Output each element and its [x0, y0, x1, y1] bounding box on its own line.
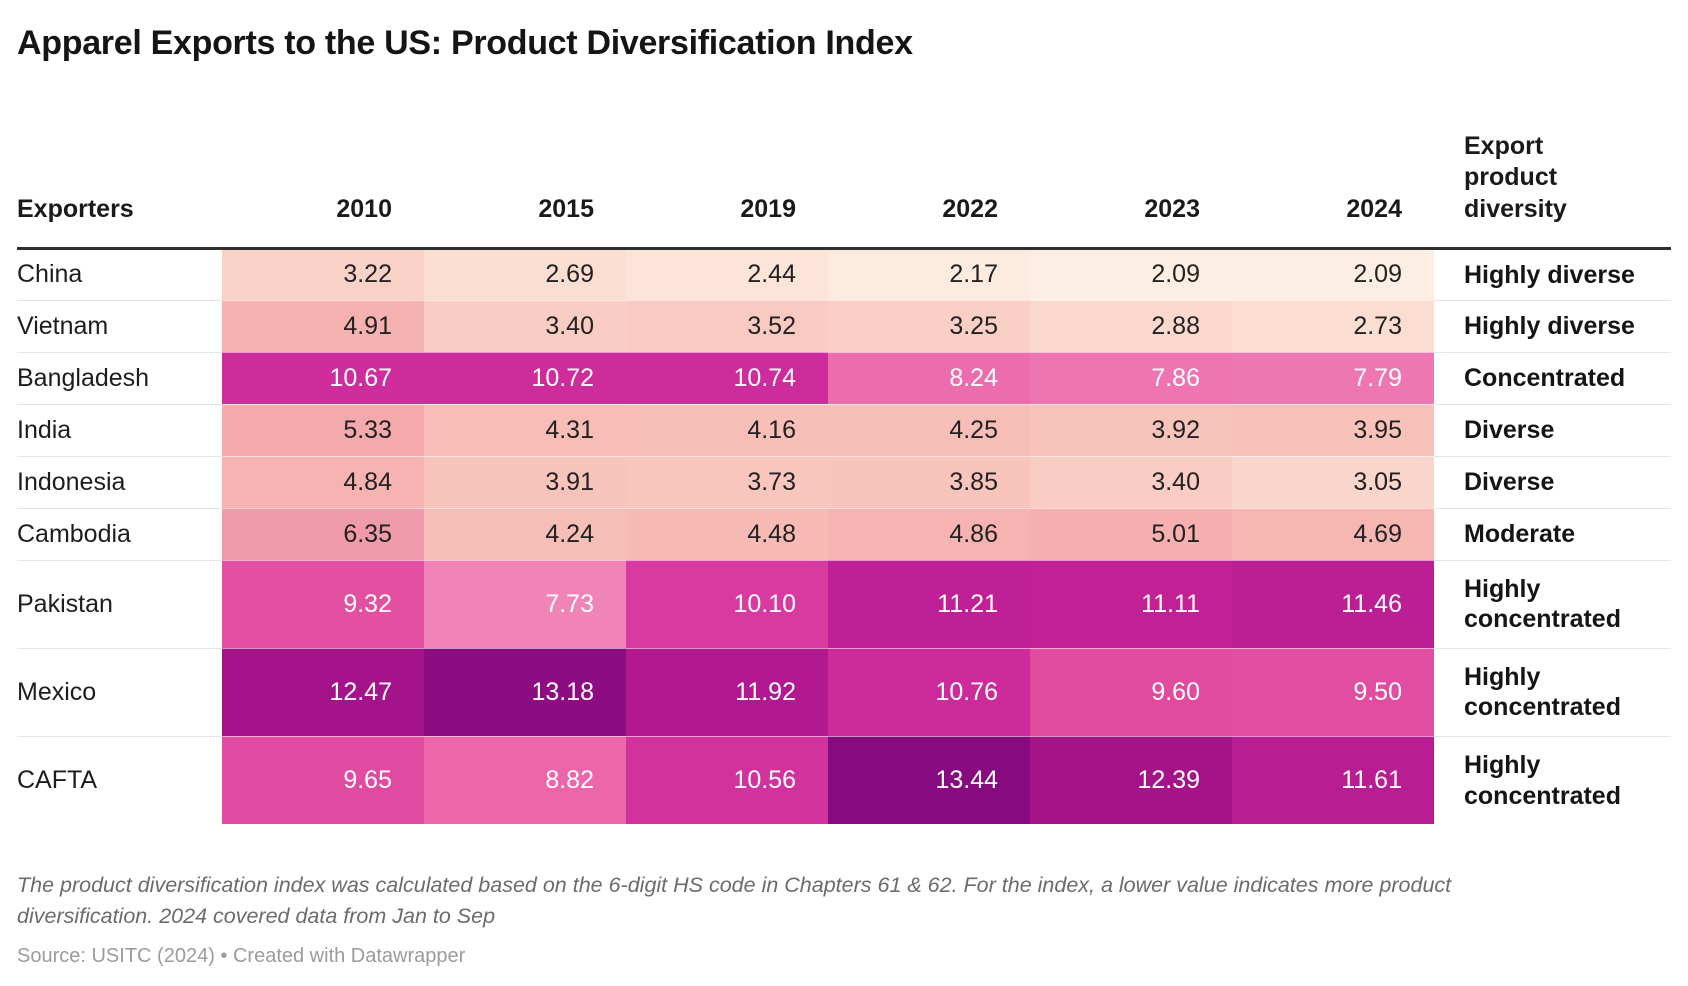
- value-cell-india-2024: 3.95: [1232, 403, 1434, 457]
- value-cell-cafta-2022: 13.44: [828, 735, 1030, 825]
- value-cell-pakistan-2010: 9.32: [222, 559, 424, 649]
- diversity-cell-cambodia: Moderate: [1434, 507, 1671, 561]
- value-cell-bangladesh-2010: 10.67: [222, 351, 424, 405]
- table-body: China 3.22 2.69 2.44 2.17 2.09 2.09 Highly dive…: [17, 248, 1671, 825]
- value-cell-pakistan-2019: 10.10: [626, 559, 828, 649]
- value-cell-india-2019: 4.16: [626, 403, 828, 457]
- value-cell-pakistan-2023: 11.11: [1030, 559, 1232, 649]
- table-row-indonesia: Indonesia 4.84 3.91 3.73 3.85 3.40 3.05 Diverse: [17, 455, 1671, 509]
- value-cell-china-2015: 2.69: [424, 248, 626, 301]
- value-cell-cafta-2015: 8.82: [424, 735, 626, 825]
- value-cell-india-2022: 4.25: [828, 403, 1030, 457]
- exporter-label-india: India: [17, 403, 222, 457]
- value-cell-bangladesh-2022: 8.24: [828, 351, 1030, 405]
- table-row-china: China 3.22 2.69 2.44 2.17 2.09 2.09 Highly dive…: [17, 248, 1671, 301]
- exporter-label-pakistan: Pakistan: [17, 559, 222, 649]
- diversity-cell-cafta: Highly concentrated: [1434, 735, 1671, 825]
- value-cell-cambodia-2022: 4.86: [828, 507, 1030, 561]
- exporter-label-vietnam: Vietnam: [17, 299, 222, 353]
- diversity-cell-indonesia: Diverse: [1434, 455, 1671, 509]
- value-cell-china-2010: 3.22: [222, 248, 424, 301]
- column-header-export-product-diversity: Export product diversity: [1434, 131, 1671, 250]
- column-header-2010: 2010: [222, 131, 424, 250]
- value-cell-cafta-2023: 12.39: [1030, 735, 1232, 825]
- value-cell-vietnam-2022: 3.25: [828, 299, 1030, 353]
- diversity-cell-vietnam: Highly diverse: [1434, 299, 1671, 353]
- value-cell-bangladesh-2019: 10.74: [626, 351, 828, 405]
- value-cell-vietnam-2023: 2.88: [1030, 299, 1232, 353]
- diversification-table: Exporters 2010 2015 2019 2022 2023 2024 Export …: [17, 131, 1671, 825]
- value-cell-china-2022: 2.17: [828, 248, 1030, 301]
- value-cell-china-2023: 2.09: [1030, 248, 1232, 301]
- exporter-label-cafta: CAFTA: [17, 735, 222, 825]
- value-cell-mexico-2024: 9.50: [1232, 647, 1434, 737]
- value-cell-pakistan-2015: 7.73: [424, 559, 626, 649]
- column-header-2023: 2023: [1030, 131, 1232, 250]
- diversity-cell-india: Diverse: [1434, 403, 1671, 457]
- value-cell-cambodia-2023: 5.01: [1030, 507, 1232, 561]
- value-cell-indonesia-2024: 3.05: [1232, 455, 1434, 509]
- column-header-2024: 2024: [1232, 131, 1434, 250]
- value-cell-vietnam-2024: 2.73: [1232, 299, 1434, 353]
- table-row-bangladesh: Bangladesh 10.67 10.72 10.74 8.24 7.86 7.79 Con…: [17, 351, 1671, 405]
- value-cell-mexico-2022: 10.76: [828, 647, 1030, 737]
- diversity-cell-china: Highly diverse: [1434, 248, 1671, 301]
- value-cell-pakistan-2024: 11.46: [1232, 559, 1434, 649]
- value-cell-india-2023: 3.92: [1030, 403, 1232, 457]
- value-cell-bangladesh-2015: 10.72: [424, 351, 626, 405]
- value-cell-bangladesh-2024: 7.79: [1232, 351, 1434, 405]
- chart-footnote: The product diversification index was ca…: [17, 873, 1452, 929]
- exporter-label-indonesia: Indonesia: [17, 455, 222, 509]
- diversity-cell-bangladesh: Concentrated: [1434, 351, 1671, 405]
- header-row: Exporters 2010 2015 2019 2022 2023 2024 Export …: [17, 131, 1671, 250]
- chart-title: Apparel Exports to the US: Product Diver…: [17, 24, 913, 62]
- value-cell-cafta-2024: 11.61: [1232, 735, 1434, 825]
- value-cell-cambodia-2024: 4.69: [1232, 507, 1434, 561]
- value-cell-china-2024: 2.09: [1232, 248, 1434, 301]
- value-cell-mexico-2019: 11.92: [626, 647, 828, 737]
- value-cell-india-2015: 4.31: [424, 403, 626, 457]
- exporter-label-bangladesh: Bangladesh: [17, 351, 222, 405]
- column-header-2019: 2019: [626, 131, 828, 250]
- value-cell-indonesia-2023: 3.40: [1030, 455, 1232, 509]
- value-cell-indonesia-2015: 3.91: [424, 455, 626, 509]
- chart-source-line: Source: USITC (2024) • Created with Data…: [17, 944, 466, 967]
- value-cell-vietnam-2015: 3.40: [424, 299, 626, 353]
- exporter-label-cambodia: Cambodia: [17, 507, 222, 561]
- diversity-cell-mexico: Highly concentrated: [1434, 647, 1671, 737]
- value-cell-china-2019: 2.44: [626, 248, 828, 301]
- value-cell-cafta-2010: 9.65: [222, 735, 424, 825]
- column-header-2022: 2022: [828, 131, 1030, 250]
- value-cell-mexico-2023: 9.60: [1030, 647, 1232, 737]
- value-cell-cambodia-2019: 4.48: [626, 507, 828, 561]
- table-header: Exporters 2010 2015 2019 2022 2023 2024 Export …: [17, 131, 1671, 250]
- value-cell-indonesia-2010: 4.84: [222, 455, 424, 509]
- value-cell-mexico-2010: 12.47: [222, 647, 424, 737]
- value-cell-mexico-2015: 13.18: [424, 647, 626, 737]
- diversity-cell-pakistan: Highly concentrated: [1434, 559, 1671, 649]
- value-cell-vietnam-2019: 3.52: [626, 299, 828, 353]
- table-row-cafta: CAFTA 9.65 8.82 10.56 13.44 12.39 11.61 Highly …: [17, 735, 1671, 825]
- value-cell-cafta-2019: 10.56: [626, 735, 828, 825]
- exporter-label-mexico: Mexico: [17, 647, 222, 737]
- table-row-cambodia: Cambodia 6.35 4.24 4.48 4.86 5.01 4.69 Moderate: [17, 507, 1671, 561]
- table-row-vietnam: Vietnam 4.91 3.40 3.52 3.25 2.88 2.73 Highly di…: [17, 299, 1671, 353]
- value-cell-cambodia-2010: 6.35: [222, 507, 424, 561]
- table-row-india: India 5.33 4.31 4.16 4.25 3.92 3.95 Diverse: [17, 403, 1671, 457]
- value-cell-indonesia-2019: 3.73: [626, 455, 828, 509]
- value-cell-vietnam-2010: 4.91: [222, 299, 424, 353]
- value-cell-pakistan-2022: 11.21: [828, 559, 1030, 649]
- exporter-label-china: China: [17, 248, 222, 301]
- value-cell-indonesia-2022: 3.85: [828, 455, 1030, 509]
- value-cell-cambodia-2015: 4.24: [424, 507, 626, 561]
- table-row-mexico: Mexico 12.47 13.18 11.92 10.76 9.60 9.50 Highly…: [17, 647, 1671, 737]
- value-cell-india-2010: 5.33: [222, 403, 424, 457]
- value-cell-bangladesh-2023: 7.86: [1030, 351, 1232, 405]
- column-header-exporters: Exporters: [17, 131, 222, 250]
- column-header-2015: 2015: [424, 131, 626, 250]
- table-row-pakistan: Pakistan 9.32 7.73 10.10 11.21 11.11 11.46 High…: [17, 559, 1671, 649]
